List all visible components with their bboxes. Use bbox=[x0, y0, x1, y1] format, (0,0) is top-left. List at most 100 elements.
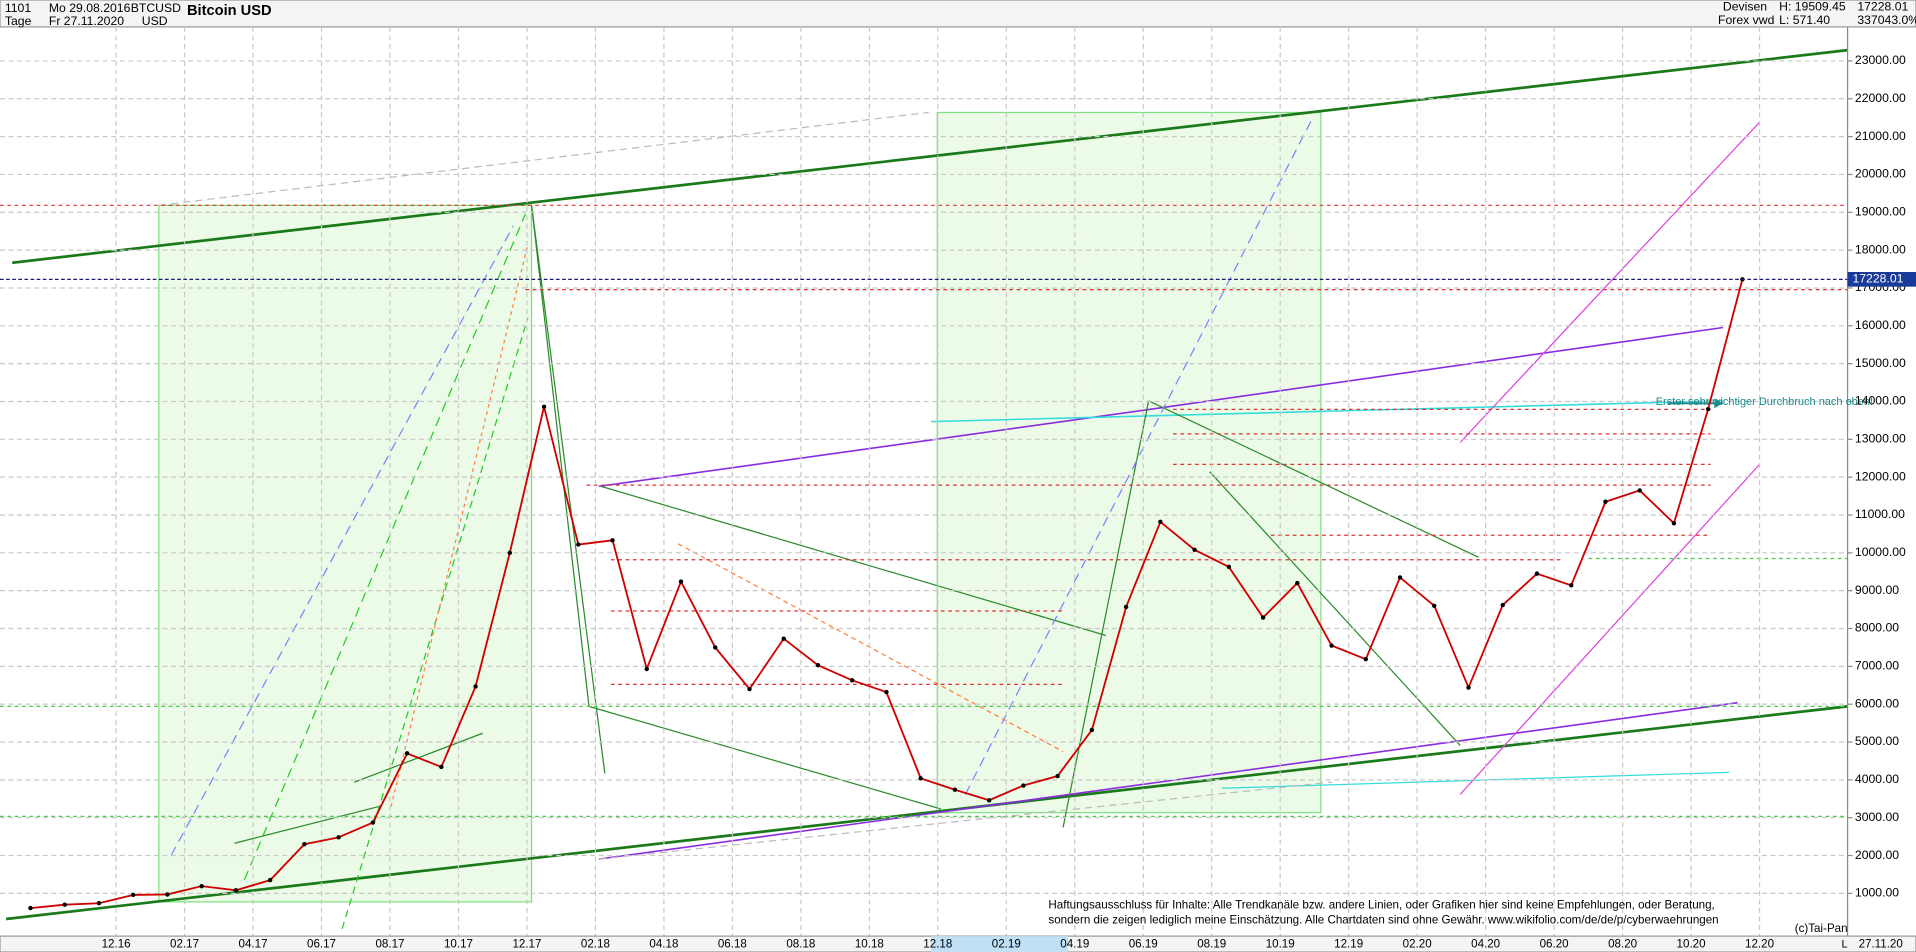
y-tick-label: 15000.00 bbox=[1855, 356, 1906, 370]
period[interactable]: Tage bbox=[5, 14, 32, 28]
price-point bbox=[1432, 603, 1437, 608]
y-tick-label: 13000.00 bbox=[1855, 432, 1906, 446]
last-price-label: 17228.01 bbox=[1852, 272, 1903, 286]
price-point bbox=[1089, 727, 1095, 733]
x-tick-label: 08.18 bbox=[786, 938, 815, 951]
disclaimer: Haftungsausschluss für Inhalte: Alle Tre… bbox=[1048, 899, 1714, 912]
plot bbox=[0, 26, 1853, 937]
zone-box bbox=[158, 204, 533, 903]
price-point bbox=[1534, 571, 1540, 576]
price-point bbox=[302, 841, 307, 847]
price-point bbox=[644, 666, 649, 672]
price-point bbox=[1295, 580, 1300, 586]
trendline bbox=[598, 406, 1168, 488]
high: H: 19509.45 bbox=[1779, 0, 1846, 14]
x-tick-label: 02.18 bbox=[581, 938, 610, 951]
x-tick-label: 08.19 bbox=[1197, 938, 1226, 951]
y-tick-label: 1000.00 bbox=[1855, 886, 1899, 900]
trendline bbox=[1459, 121, 1761, 443]
trendline bbox=[1148, 400, 1479, 558]
x-tick-label: 10.19 bbox=[1266, 938, 1295, 951]
trendline bbox=[1209, 471, 1461, 746]
price-point bbox=[130, 892, 136, 898]
price-point bbox=[62, 902, 67, 907]
header-bar bbox=[0, 0, 1916, 28]
price-point bbox=[1226, 564, 1232, 570]
price-point bbox=[370, 820, 376, 825]
y-tick-label: 12000.00 bbox=[1855, 469, 1906, 483]
y-tick-label: 18000.00 bbox=[1855, 242, 1906, 256]
trendline bbox=[341, 317, 529, 929]
x-tick-label: 12.19 bbox=[1334, 938, 1363, 951]
price-point bbox=[815, 662, 821, 668]
price-point bbox=[267, 877, 273, 883]
x-tick-label: 06.17 bbox=[307, 938, 336, 951]
x-tick-label: 08.17 bbox=[375, 938, 404, 951]
price-point bbox=[28, 905, 33, 911]
change: 337043.0% bbox=[1857, 13, 1916, 27]
x-tick-label: 10.20 bbox=[1677, 938, 1706, 951]
price-point bbox=[1158, 519, 1163, 524]
price-point bbox=[678, 579, 684, 584]
price-point bbox=[1671, 521, 1677, 526]
trendline bbox=[677, 543, 1064, 753]
y-tick-label: 10000.00 bbox=[1855, 545, 1906, 559]
last-date: 27.11.20 bbox=[1859, 938, 1903, 951]
y-tick-label: 11000.00 bbox=[1855, 507, 1905, 521]
x-tick-label: 04.20 bbox=[1471, 938, 1500, 951]
price-point bbox=[1123, 604, 1129, 610]
trendline bbox=[1459, 463, 1761, 795]
x-tick-label: 06.18 bbox=[718, 938, 747, 951]
price-point bbox=[747, 686, 752, 692]
price-point bbox=[1569, 583, 1574, 588]
price-point bbox=[576, 542, 581, 547]
price-point bbox=[1466, 685, 1471, 690]
y-tick-label: 2000.00 bbox=[1855, 848, 1899, 862]
x-tick-label: 06.20 bbox=[1540, 938, 1569, 951]
chart-id[interactable]: 1101 bbox=[5, 1, 31, 15]
price-point bbox=[404, 751, 410, 756]
price-point bbox=[199, 883, 204, 889]
price-point bbox=[952, 787, 958, 792]
last-price-box bbox=[1847, 272, 1916, 287]
x-tick-label: 10.18 bbox=[855, 938, 884, 951]
copyright: (c)Tai-Pan bbox=[1795, 922, 1848, 935]
price-point bbox=[850, 678, 855, 683]
y-tick-label: 19000.00 bbox=[1855, 205, 1906, 219]
y-tick-label: 16000.00 bbox=[1855, 318, 1906, 332]
trendline bbox=[243, 213, 526, 881]
y-tick-label: 20000.00 bbox=[1855, 167, 1906, 181]
trendline bbox=[931, 400, 1723, 423]
trendline bbox=[158, 111, 929, 206]
x-tick-label: 12.16 bbox=[102, 938, 131, 951]
x-tick-label: 06.19 bbox=[1129, 938, 1158, 951]
price-point bbox=[233, 888, 239, 893]
end-date: Fr 27.11.2020 bbox=[49, 14, 124, 28]
price-point bbox=[1363, 656, 1368, 662]
trendline bbox=[170, 225, 514, 856]
trendline bbox=[12, 48, 1848, 265]
x-tick-label: 02.20 bbox=[1403, 938, 1432, 951]
annotation: Erster sehr wichtiger Durchbruch nach ob… bbox=[1656, 396, 1873, 408]
price-point bbox=[1260, 615, 1266, 620]
x-tick-label: 12.17 bbox=[512, 938, 541, 951]
symbol: BTCUSD bbox=[131, 1, 181, 15]
price-point bbox=[439, 764, 444, 770]
price-point bbox=[541, 404, 547, 409]
x-tick-label: 12.20 bbox=[1745, 938, 1774, 951]
x-tick-label: 04.19 bbox=[1060, 938, 1089, 951]
chart-title: Bitcoin USD bbox=[187, 3, 272, 19]
zone-box bbox=[936, 111, 1322, 814]
price-point bbox=[884, 689, 889, 695]
y-tick-label: 23000.00 bbox=[1855, 53, 1906, 67]
y-tick-label: 7000.00 bbox=[1855, 659, 1899, 673]
price-point bbox=[1637, 488, 1642, 493]
y-tick-label: 3000.00 bbox=[1855, 810, 1899, 824]
trendline bbox=[530, 205, 606, 774]
price-point bbox=[610, 538, 615, 543]
trendline bbox=[1062, 400, 1150, 828]
price-point bbox=[1329, 643, 1334, 648]
